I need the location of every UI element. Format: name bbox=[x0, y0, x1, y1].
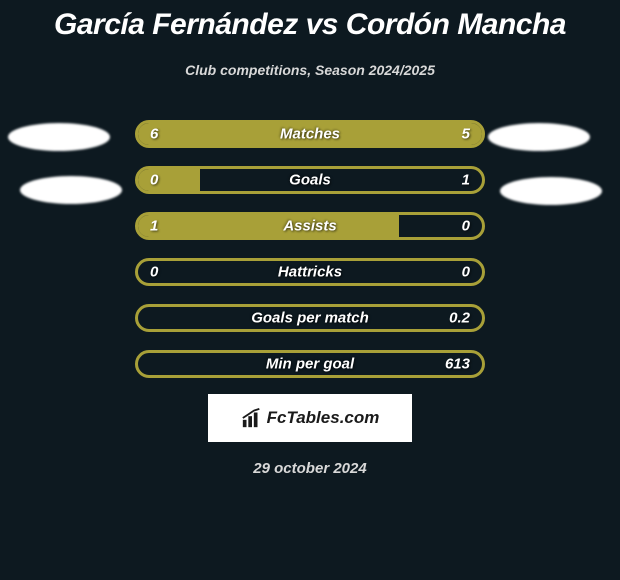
stat-value-left: 1 bbox=[150, 218, 158, 235]
stat-label: Matches bbox=[280, 126, 340, 143]
stat-label: Assists bbox=[283, 218, 336, 235]
stat-value-right: 0.2 bbox=[449, 310, 470, 327]
stat-value-right: 5 bbox=[462, 126, 470, 143]
stat-label: Hattricks bbox=[278, 264, 342, 281]
page-title: García Fernández vs Cordón Mancha bbox=[54, 8, 566, 42]
stat-row-min-per-goal: Min per goal 613 bbox=[135, 350, 485, 378]
player-right-ellipse-2 bbox=[500, 177, 602, 205]
stat-row-matches: 6 Matches 5 bbox=[135, 120, 485, 148]
stat-row-goals: 0 Goals 1 bbox=[135, 166, 485, 194]
stat-value-right: 1 bbox=[462, 172, 470, 189]
logo-text: FcTables.com bbox=[267, 408, 380, 428]
main-container: García Fernández vs Cordón Mancha Club c… bbox=[0, 0, 620, 477]
stat-label: Goals per match bbox=[251, 310, 369, 327]
stat-label: Goals bbox=[289, 172, 331, 189]
date: 29 october 2024 bbox=[253, 460, 366, 477]
player-left-ellipse-2 bbox=[20, 176, 122, 204]
stat-fill-left bbox=[138, 215, 399, 237]
stats-section: 6 Matches 5 0 Goals 1 1 Assists 0 0 Hatt… bbox=[0, 120, 620, 378]
player-left-ellipse-1 bbox=[8, 123, 110, 151]
stat-value-right: 0 bbox=[462, 218, 470, 235]
stat-fill-left bbox=[138, 169, 200, 191]
stat-value-right: 613 bbox=[445, 356, 470, 373]
logo-box: FcTables.com bbox=[208, 394, 412, 442]
stat-row-goals-per-match: Goals per match 0.2 bbox=[135, 304, 485, 332]
stat-label: Min per goal bbox=[266, 356, 354, 373]
subtitle: Club competitions, Season 2024/2025 bbox=[185, 62, 435, 78]
stat-value-left: 6 bbox=[150, 126, 158, 143]
stat-value-left: 0 bbox=[150, 264, 158, 281]
stat-value-right: 0 bbox=[462, 264, 470, 281]
stat-value-left: 0 bbox=[150, 172, 158, 189]
chart-icon bbox=[241, 407, 263, 429]
stat-row-assists: 1 Assists 0 bbox=[135, 212, 485, 240]
player-right-ellipse-1 bbox=[488, 123, 590, 151]
stat-row-hattricks: 0 Hattricks 0 bbox=[135, 258, 485, 286]
